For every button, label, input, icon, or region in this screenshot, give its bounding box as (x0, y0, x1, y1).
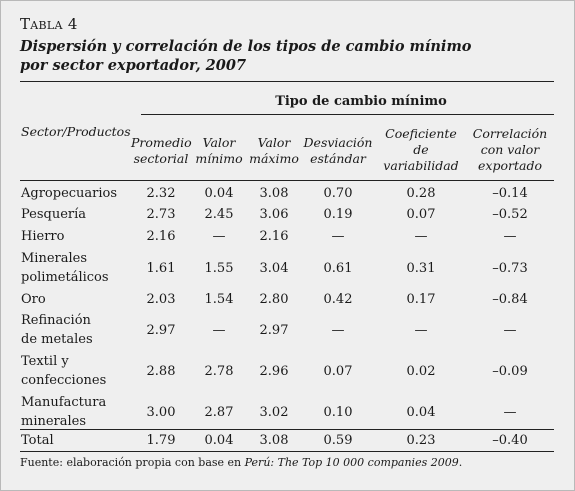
group-rule (141, 114, 554, 115)
table-label: Tabla 4 (20, 15, 78, 33)
table-cell: 1.55 (204, 261, 234, 276)
column-header-valor-maximo: Valor máximo (249, 135, 299, 166)
row-label: Total (21, 433, 54, 448)
table-cell: 0.61 (323, 261, 353, 276)
table-cell: — (414, 229, 428, 244)
column-header-promedio: Promedio sectorial (131, 135, 192, 166)
table-cell: — (503, 323, 517, 338)
row-label: Pesquería (21, 207, 87, 222)
column-header-valor-minimo: Valor mínimo (195, 135, 243, 166)
table-cell: 1.54 (204, 292, 234, 307)
footnote-prefix: Fuente: elaboración propia con base en (20, 456, 245, 469)
table-cell: — (212, 229, 226, 244)
table-cell: 2.97 (259, 323, 289, 338)
row-header: Sector/Productos (21, 124, 131, 139)
table-cell: –0.73 (492, 261, 528, 276)
bottom-rule (20, 451, 554, 452)
table-cell: –0.84 (492, 292, 528, 307)
row-label: Oro (21, 292, 46, 307)
table-cell: 2.16 (146, 229, 176, 244)
table-cell: 2.88 (146, 364, 176, 379)
table-cell: 0.07 (406, 207, 436, 222)
table-cell: 3.04 (259, 261, 289, 276)
table-cell: 3.08 (259, 433, 289, 448)
table-cell: –0.14 (492, 186, 528, 201)
table-cell: 0.23 (406, 433, 436, 448)
total-rule (20, 429, 554, 430)
table-cell: 0.28 (406, 186, 436, 201)
table-cell: 0.17 (406, 292, 436, 307)
row-label: Textil y confecciones (21, 354, 107, 388)
table-cell: 0.04 (204, 186, 234, 201)
table-cell: 3.00 (146, 405, 176, 420)
table-title: Dispersión y correlación de los tipos de… (20, 37, 560, 75)
table-cell: 0.10 (323, 405, 353, 420)
table-cell: 0.70 (323, 186, 353, 201)
table-cell: 0.19 (323, 207, 353, 222)
table-cell: 0.42 (323, 292, 353, 307)
table-cell: — (503, 405, 517, 420)
footnote-source: Perú: The Top 10 000 companies 2009 (244, 456, 459, 469)
row-label: Hierro (21, 229, 65, 244)
table-cell: 2.96 (259, 364, 289, 379)
table-cell: 2.16 (259, 229, 289, 244)
table-cell: –0.52 (492, 207, 528, 222)
table-cell: 0.02 (406, 364, 436, 379)
table-cell: — (414, 323, 428, 338)
header-rule (20, 180, 554, 181)
footnote-suffix: . (458, 456, 463, 469)
table-cell: 0.07 (323, 364, 353, 379)
table-cell: 2.78 (204, 364, 234, 379)
row-label: Agropecuarios (21, 186, 118, 201)
table-cell: 2.97 (146, 323, 176, 338)
table-cell: 0.04 (406, 405, 436, 420)
row-label: Refinación de metales (21, 313, 93, 347)
table-cell: 2.45 (204, 207, 234, 222)
table-cell: — (331, 229, 345, 244)
table-cell: 2.80 (259, 292, 289, 307)
table-cell: 3.02 (259, 405, 289, 420)
column-header-desviacion: Desviación estándar (303, 135, 373, 166)
table-cell: 1.79 (146, 433, 176, 448)
table-cell: — (331, 323, 345, 338)
table-cell: 2.03 (146, 292, 176, 307)
table-cell: –0.40 (492, 433, 528, 448)
table-title-line1: Dispersión y correlación de los tipos de… (20, 38, 472, 55)
table-cell: — (503, 229, 517, 244)
table-cell: 1.61 (146, 261, 176, 276)
column-header-correlacion: Correlación con valor exportado (472, 126, 548, 173)
table-cell: 0.04 (204, 433, 234, 448)
column-header-coeficiente: Coeficiente de variabilidad (383, 126, 459, 173)
table-title-line2: por sector exportador, 2007 (20, 57, 247, 74)
table-cell: 0.59 (323, 433, 353, 448)
row-label: Minerales polimetálicos (21, 251, 109, 285)
row-label: Manufactura minerales (21, 395, 107, 429)
group-header: Tipo de cambio mínimo (275, 94, 447, 109)
table-cell: 2.73 (146, 207, 176, 222)
table-cell: 2.87 (204, 405, 234, 420)
footnote: Fuente: elaboración propia con base en P… (20, 456, 462, 469)
table-cell: –0.09 (492, 364, 528, 379)
table-cell: 3.08 (259, 186, 289, 201)
table-cell: 0.31 (406, 261, 436, 276)
table-cell: 2.32 (146, 186, 176, 201)
table-cell: — (212, 323, 226, 338)
table-cell: 3.06 (259, 207, 289, 222)
top-rule (20, 81, 554, 82)
